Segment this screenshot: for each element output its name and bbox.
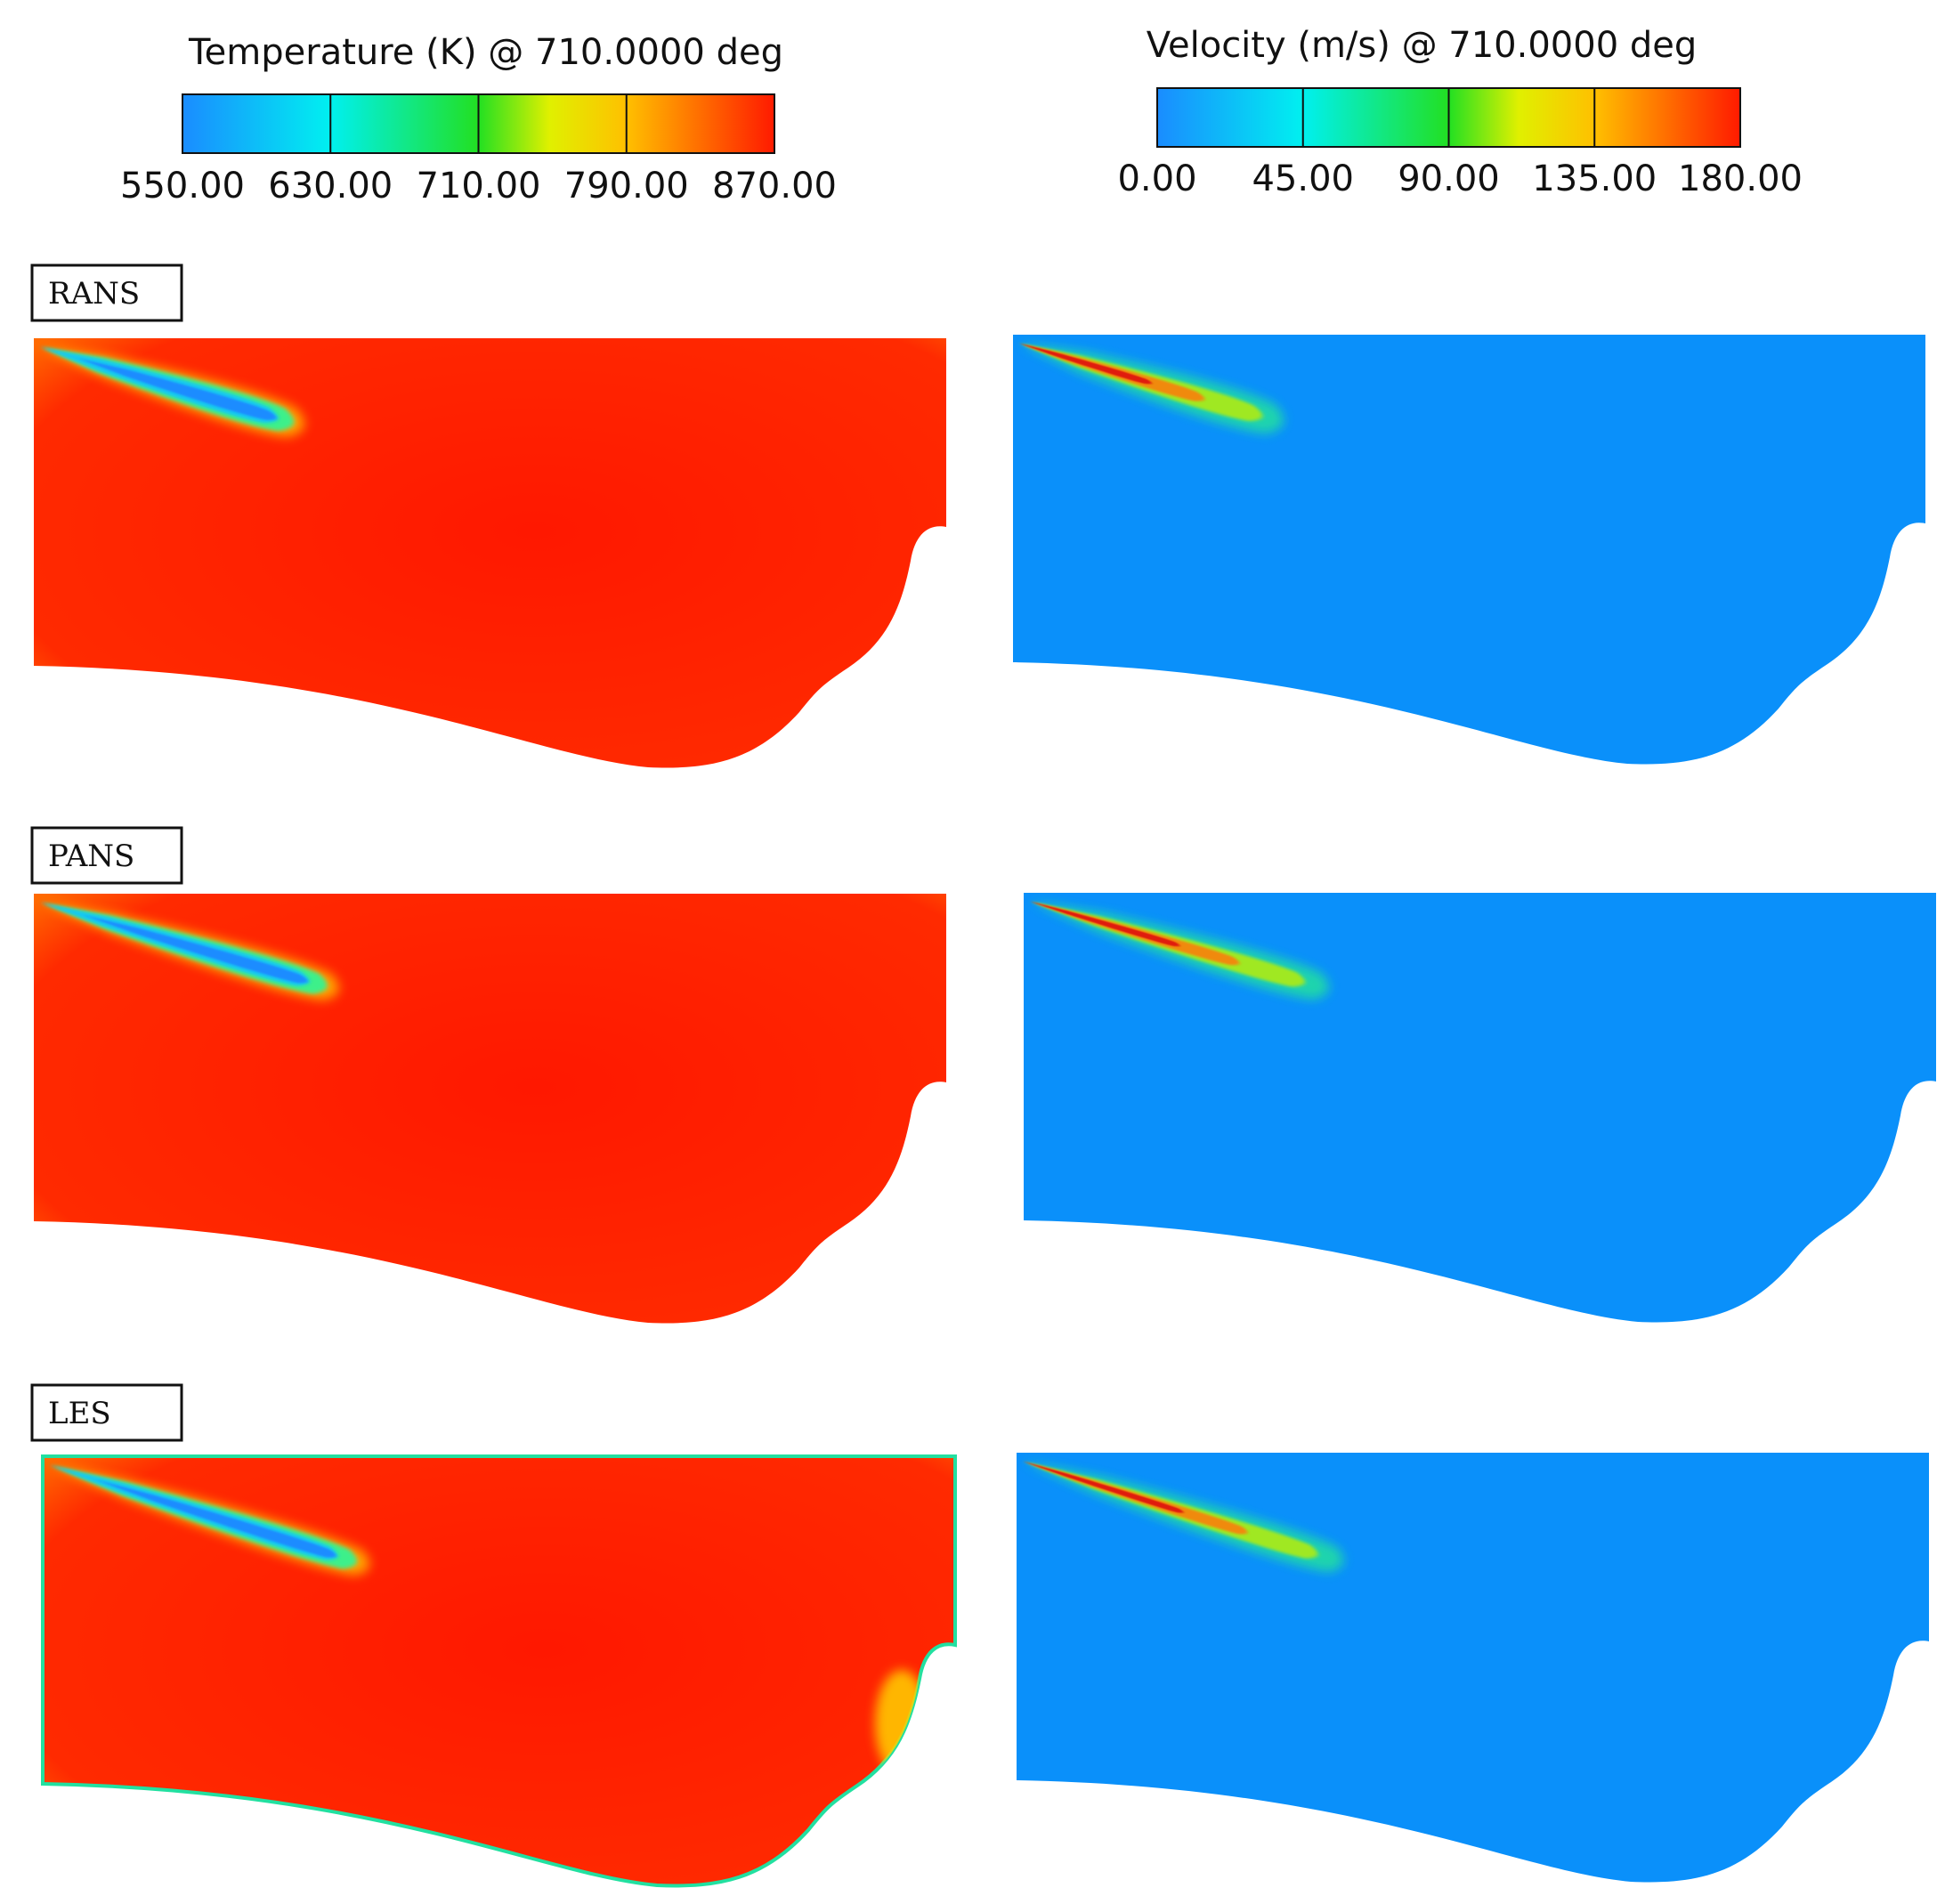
- temperature-field: [41, 1454, 957, 1888]
- velocity-contour: [1017, 1453, 1929, 1883]
- temperature-colorbar-tick: 630.00: [268, 166, 393, 207]
- velocity-colorbar-tick: 90.00: [1398, 158, 1500, 199]
- temperature-contour: [34, 894, 946, 1324]
- row-les: LES: [30, 1383, 1929, 1888]
- temperature-colorbar-title: Temperature (K) @ 710.0000 deg: [188, 32, 783, 73]
- temperature-field: [34, 894, 946, 1324]
- row-pans: PANS: [30, 826, 1936, 1324]
- fuel-jet-temperature: [50, 1465, 370, 1576]
- row-label: PANS: [48, 839, 134, 874]
- row-label-box: [30, 1383, 183, 1442]
- row-label: RANS: [48, 276, 140, 312]
- velocity-contour: [1024, 893, 1936, 1323]
- temperature-colorbar-tick: 790.00: [564, 166, 689, 207]
- temperature-contour: [34, 338, 946, 768]
- fuel-jet-temperature: [41, 347, 305, 438]
- row-label-box: [30, 263, 183, 322]
- colorbars: Temperature (K) @ 710.0000 deg 550.00 630.…: [120, 25, 1803, 207]
- fuel-jet-temperature: [41, 903, 339, 1001]
- temperature-colorbar-tick: 550.00: [120, 166, 245, 207]
- row-label-box: [30, 826, 183, 885]
- fuel-jet-velocity: [1020, 344, 1285, 434]
- velocity-colorbar: Velocity (m/s) @ 710.0000 deg 0.00 45.00 90…: [1117, 25, 1803, 199]
- temperature-contour: [41, 1454, 957, 1888]
- velocity-colorbar-tick: 180.00: [1678, 158, 1803, 199]
- temperature-colorbar: Temperature (K) @ 710.0000 deg 550.00 630.…: [120, 32, 837, 207]
- velocity-field: [1013, 335, 1925, 765]
- fuel-jet-velocity: [1031, 902, 1329, 1000]
- velocity-field: [1017, 1453, 1929, 1883]
- velocity-colorbar-tick: 135.00: [1532, 158, 1657, 199]
- velocity-colorbar-title: Velocity (m/s) @ 710.0000 deg: [1147, 25, 1698, 66]
- fuel-jet-velocity: [1024, 1462, 1344, 1573]
- contour-rows: RANS PANS LES: [30, 263, 1936, 1888]
- temperature-field: [34, 338, 946, 768]
- velocity-colorbar-tick: 45.00: [1252, 158, 1354, 199]
- velocity-contour: [1013, 335, 1925, 765]
- velocity-field: [1024, 893, 1936, 1323]
- row-label: LES: [48, 1396, 111, 1431]
- temperature-colorbar-tick: 710.00: [417, 166, 541, 207]
- temperature-colorbar-tick: 870.00: [712, 166, 837, 207]
- velocity-colorbar-tick: 0.00: [1117, 158, 1196, 199]
- row-rans: RANS: [30, 263, 1925, 768]
